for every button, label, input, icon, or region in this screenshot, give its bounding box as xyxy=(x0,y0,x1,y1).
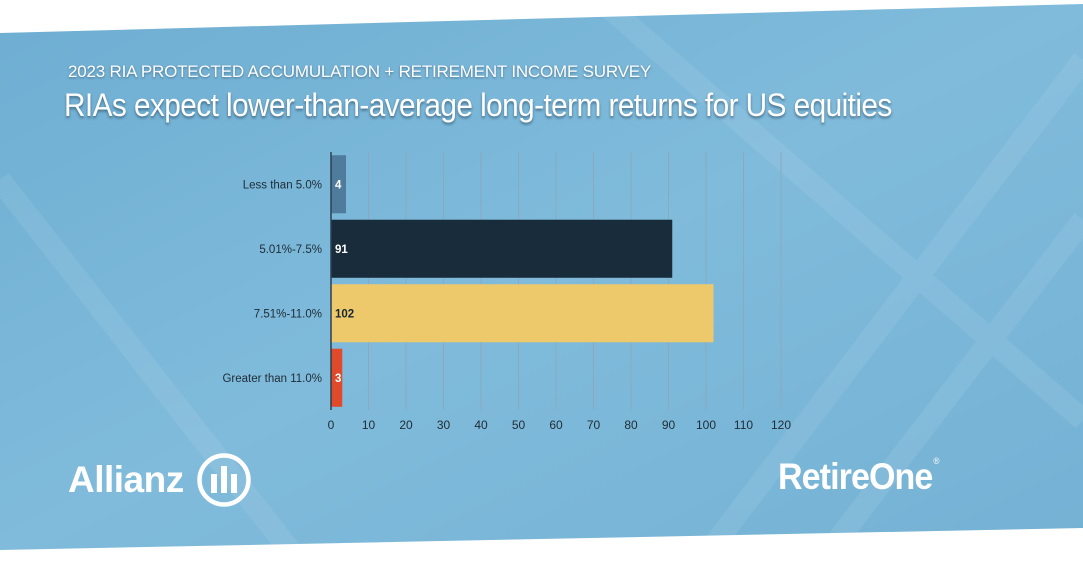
x-tick-label: 70 xyxy=(587,418,601,432)
bar-value-label: 102 xyxy=(335,308,354,320)
axes: 0 10 20 30 40 50 60 70 80 90 100 110 120 Less than 5.… xyxy=(222,152,791,432)
bars: 4 91 102 3 xyxy=(331,155,714,407)
x-tick-label: 60 xyxy=(549,418,563,432)
registered-mark: ® xyxy=(933,456,939,466)
retireone-logo: RetireOne® xyxy=(778,456,939,498)
category-label: Greater than 11.0% xyxy=(222,373,322,385)
retireone-wordmark: RetireOne xyxy=(778,456,933,497)
bar-value-label: 91 xyxy=(335,244,348,256)
survey-label: 2023 RIA PROTECTED ACCUMULATION + RETIRE… xyxy=(68,62,652,81)
x-tick-label: 50 xyxy=(512,418,526,432)
x-tick-label: 20 xyxy=(399,418,413,432)
bar-value-label: 4 xyxy=(335,179,342,191)
x-tick-label: 120 xyxy=(771,418,791,432)
category-label: 7.51%-11.0% xyxy=(254,308,322,320)
x-tick-label: 80 xyxy=(624,418,638,432)
bar xyxy=(331,155,346,214)
bar-value-label: 3 xyxy=(335,373,341,385)
category-label: Less than 5.0% xyxy=(243,179,322,191)
allianz-wordmark: Allianz xyxy=(68,459,184,500)
x-tick-label: 100 xyxy=(696,418,716,432)
x-tick-label: 0 xyxy=(328,418,335,432)
allianz-eagle-icon xyxy=(197,453,251,507)
category-label: 5.01%-7.5% xyxy=(259,244,322,256)
bar xyxy=(331,219,673,278)
bar xyxy=(331,284,714,343)
x-tick-label: 110 xyxy=(734,418,753,432)
x-tick-label: 90 xyxy=(662,418,676,432)
x-tick-label: 10 xyxy=(362,418,376,432)
x-tick-label: 40 xyxy=(474,418,488,432)
grid-lines xyxy=(368,152,782,410)
x-tick-label: 30 xyxy=(437,418,451,432)
chart-headline: RIAs expect lower-than-average long-term… xyxy=(64,87,892,123)
bar xyxy=(331,348,343,407)
allianz-logo: Allianz xyxy=(68,452,252,508)
